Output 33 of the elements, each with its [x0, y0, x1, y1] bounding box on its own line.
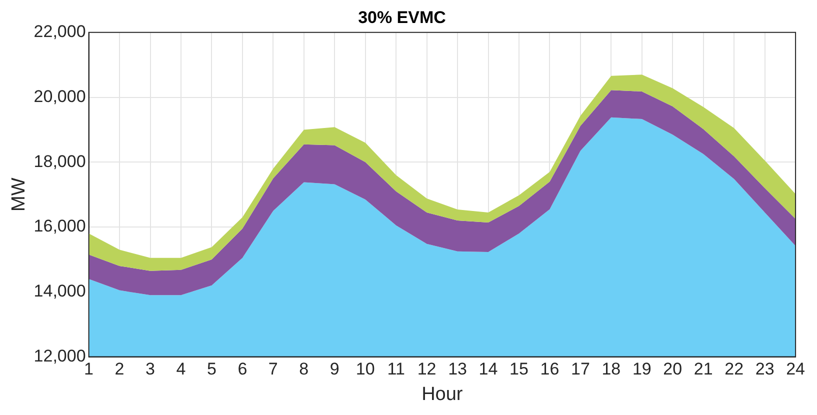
y-tick-label: 12,000 — [34, 346, 86, 366]
x-tick-label: 5 — [206, 360, 216, 379]
x-tick-label: 23 — [755, 360, 774, 379]
x-tick-label: 21 — [694, 360, 713, 379]
y-tick-label: 18,000 — [34, 152, 86, 171]
chart-title: 30% EVMC — [358, 8, 446, 27]
x-tick-label: 13 — [448, 360, 467, 379]
x-tick-label: 4 — [176, 360, 186, 379]
x-tick-label: 9 — [330, 360, 340, 379]
x-tick-label: 6 — [238, 360, 248, 379]
x-tick-label: 1 — [84, 360, 94, 379]
y-tick-label: 16,000 — [34, 216, 86, 236]
y-axis-title: MW — [8, 178, 30, 212]
y-tick-label: 14,000 — [34, 282, 86, 301]
x-tick-label: 7 — [268, 360, 278, 379]
x-tick-label: 15 — [510, 360, 528, 379]
x-tick-label: 10 — [356, 360, 375, 379]
x-tick-label: 24 — [786, 360, 806, 379]
x-tick-label: 12 — [417, 360, 436, 379]
x-tick-label: 2 — [114, 360, 124, 379]
x-tick-label: 16 — [540, 360, 560, 379]
x-tick-label: 20 — [663, 360, 682, 379]
y-tick-label: 20,000 — [34, 86, 86, 106]
x-axis-title: Hour — [422, 384, 464, 405]
x-tick-label: 22 — [724, 360, 744, 379]
x-tick-label: 19 — [632, 360, 652, 379]
x-tick-label: 18 — [602, 360, 621, 379]
x-tick-label: 3 — [146, 360, 155, 379]
x-tick-label: 14 — [478, 360, 498, 379]
x-tick-label: 11 — [387, 360, 405, 379]
y-tick-label: 22,000 — [34, 22, 86, 42]
x-tick-label: 8 — [299, 360, 309, 379]
x-tick-label: 17 — [570, 360, 590, 379]
